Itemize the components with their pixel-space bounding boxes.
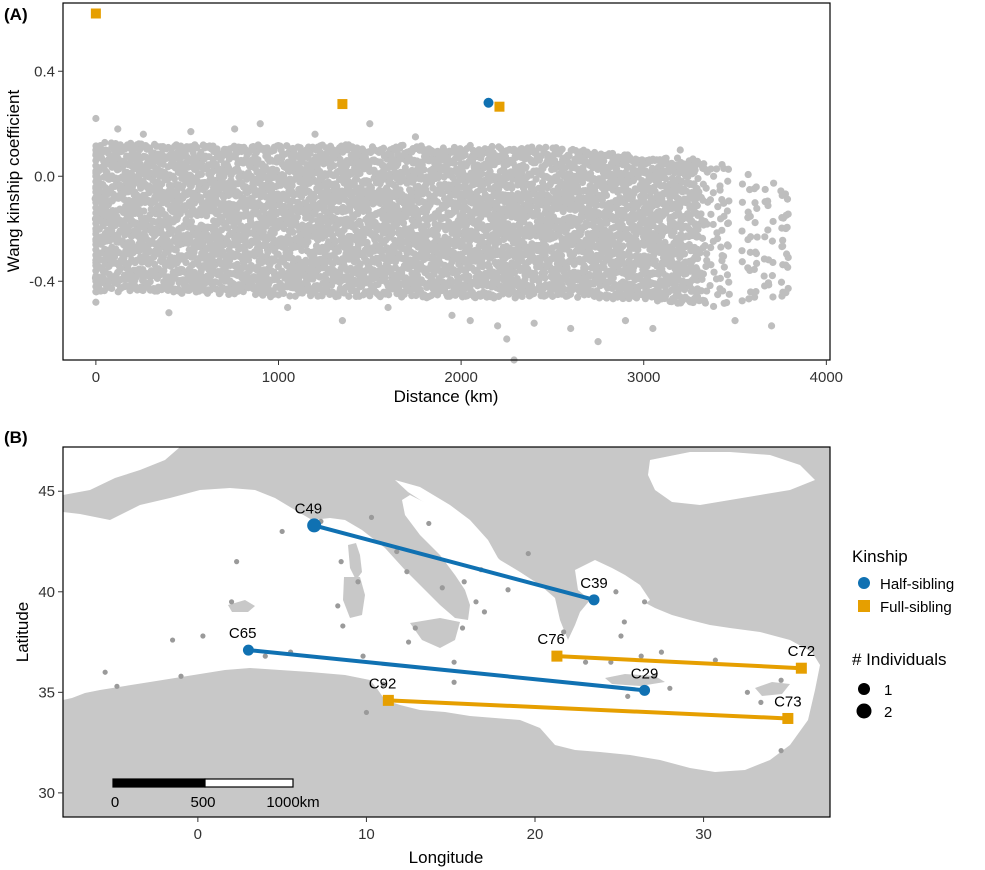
unrelated-pair-point bbox=[168, 227, 177, 235]
unrelated-pair-point bbox=[111, 221, 119, 230]
unrelated-pair-point bbox=[146, 278, 154, 286]
unrelated-pair-point bbox=[619, 242, 627, 250]
unrelated-pair-point bbox=[177, 142, 185, 150]
unrelated-pair-point bbox=[542, 143, 550, 151]
unrelated-pair-point bbox=[103, 168, 111, 177]
unrelated-pair-point bbox=[256, 247, 264, 255]
unrelated-pair-point bbox=[170, 175, 179, 183]
scatter-panel: 0 1000 2000 3000 4000 0.40.0-0.4 Distance (k… bbox=[4, 2, 843, 406]
unrelated-pair-point bbox=[182, 258, 190, 267]
unrelated-pair-point bbox=[602, 191, 611, 200]
unrelated-pair-point bbox=[330, 162, 338, 170]
unrelated-pair-point bbox=[197, 170, 206, 178]
unrelated-pair-point bbox=[193, 143, 201, 152]
unrelated-pair-point bbox=[264, 248, 272, 256]
unrelated-pair-point bbox=[187, 217, 196, 226]
panel-label-a: (A) bbox=[4, 5, 28, 24]
unrelated-pair-point bbox=[379, 144, 388, 152]
unrelated-pair-point bbox=[140, 207, 148, 215]
unrelated-pair-point bbox=[304, 238, 312, 246]
unrelated-pair-point bbox=[289, 228, 297, 236]
unrelated-pair-point bbox=[165, 214, 173, 222]
unrelated-pair-point bbox=[485, 261, 493, 269]
unrelated-pair-point bbox=[310, 194, 319, 202]
unrelated-pair-point bbox=[279, 289, 288, 298]
unrelated-pair-point bbox=[136, 245, 144, 253]
unrelated-pair-point bbox=[558, 145, 566, 153]
unrelated-pair-point bbox=[101, 138, 109, 147]
unrelated-pair-point bbox=[146, 247, 154, 256]
unrelated-pair-point bbox=[399, 141, 407, 149]
unrelated-pair-point bbox=[363, 238, 371, 247]
unrelated-pair-point bbox=[127, 139, 135, 147]
unrelated-pair-point bbox=[197, 193, 205, 202]
unrelated-pair-point bbox=[116, 266, 124, 274]
unrelated-pair-point bbox=[213, 145, 221, 153]
unrelated-pair-point bbox=[218, 226, 226, 234]
unrelated-pair-point bbox=[259, 228, 267, 236]
unrelated-pair-point bbox=[108, 284, 116, 292]
unrelated-pair-point bbox=[465, 272, 473, 280]
unrelated-pair-point bbox=[163, 235, 171, 244]
unrelated-pairs-cloud bbox=[91, 114, 792, 364]
unrelated-pair-point bbox=[244, 256, 253, 264]
unrelated-pair-point bbox=[184, 163, 192, 171]
unrelated-pair-point bbox=[488, 142, 496, 151]
unrelated-pair-point bbox=[522, 163, 530, 171]
unrelated-pair-point bbox=[172, 246, 180, 254]
unrelated-pair-point bbox=[420, 166, 428, 174]
